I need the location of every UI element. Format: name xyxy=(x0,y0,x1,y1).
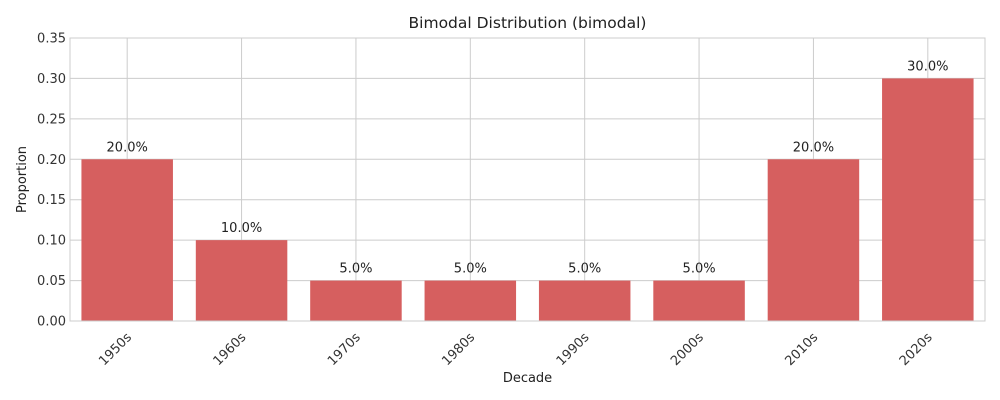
x-tick-label-1960s: 1960s xyxy=(211,330,250,369)
bar-2000s xyxy=(653,280,745,321)
x-tick-label-1990s: 1990s xyxy=(554,330,593,369)
data-labels: 20.0% 10.0% 5.0% 5.0% 5.0% 5.0% 20.0% 30.0% xyxy=(107,59,949,276)
bar-1990s xyxy=(538,280,631,321)
data-label-2000s: 5.0% xyxy=(683,262,716,277)
y-axis-label: Proportion xyxy=(15,146,30,213)
bars xyxy=(81,78,974,321)
bar-2020s xyxy=(882,78,974,321)
y-axis-ticks: 0.00 0.05 0.10 0.15 0.20 0.25 0.30 0.35 xyxy=(37,32,66,330)
data-label-1960s: 10.0% xyxy=(221,221,262,236)
data-label-1980s: 5.0% xyxy=(454,262,487,277)
y-tick-label: 0.00 xyxy=(37,315,66,330)
x-axis-label: Decade xyxy=(503,371,552,386)
bar-2010s xyxy=(767,159,860,321)
bar-1950s xyxy=(81,159,173,321)
data-label-1990s: 5.0% xyxy=(568,262,601,277)
bar-1960s xyxy=(195,240,288,321)
plot-frame xyxy=(69,37,986,322)
bar-1980s xyxy=(424,280,517,321)
y-tick-label: 0.25 xyxy=(37,112,66,127)
y-tick-label: 0.30 xyxy=(37,72,66,87)
y-tick-label: 0.15 xyxy=(37,193,66,208)
data-label-2020s: 30.0% xyxy=(907,59,948,74)
x-tick-label-1970s: 1970s xyxy=(325,330,364,369)
x-tick-label-1950s: 1950s xyxy=(96,330,135,369)
x-tick-label-2020s: 2020s xyxy=(897,330,936,369)
y-tick-label: 0.05 xyxy=(37,274,66,289)
x-tick-label-2000s: 2000s xyxy=(668,330,707,369)
x-tick-label-1980s: 1980s xyxy=(439,330,478,369)
y-tick-label: 0.10 xyxy=(37,234,66,249)
x-axis-ticks: 1950s 1960s 1970s 1980s 1990s 2000s 2010s 2020s xyxy=(96,330,936,369)
chart-title: Bimodal Distribution (bimodal) xyxy=(409,14,647,32)
data-label-1950s: 20.0% xyxy=(107,140,148,155)
y-tick-label: 0.20 xyxy=(37,153,66,168)
bar-1970s xyxy=(310,280,402,321)
data-label-2010s: 20.0% xyxy=(793,140,834,155)
x-tick-label-2010s: 2010s xyxy=(782,330,821,369)
y-tick-label: 0.35 xyxy=(37,32,66,47)
data-label-1970s: 5.0% xyxy=(339,262,372,277)
